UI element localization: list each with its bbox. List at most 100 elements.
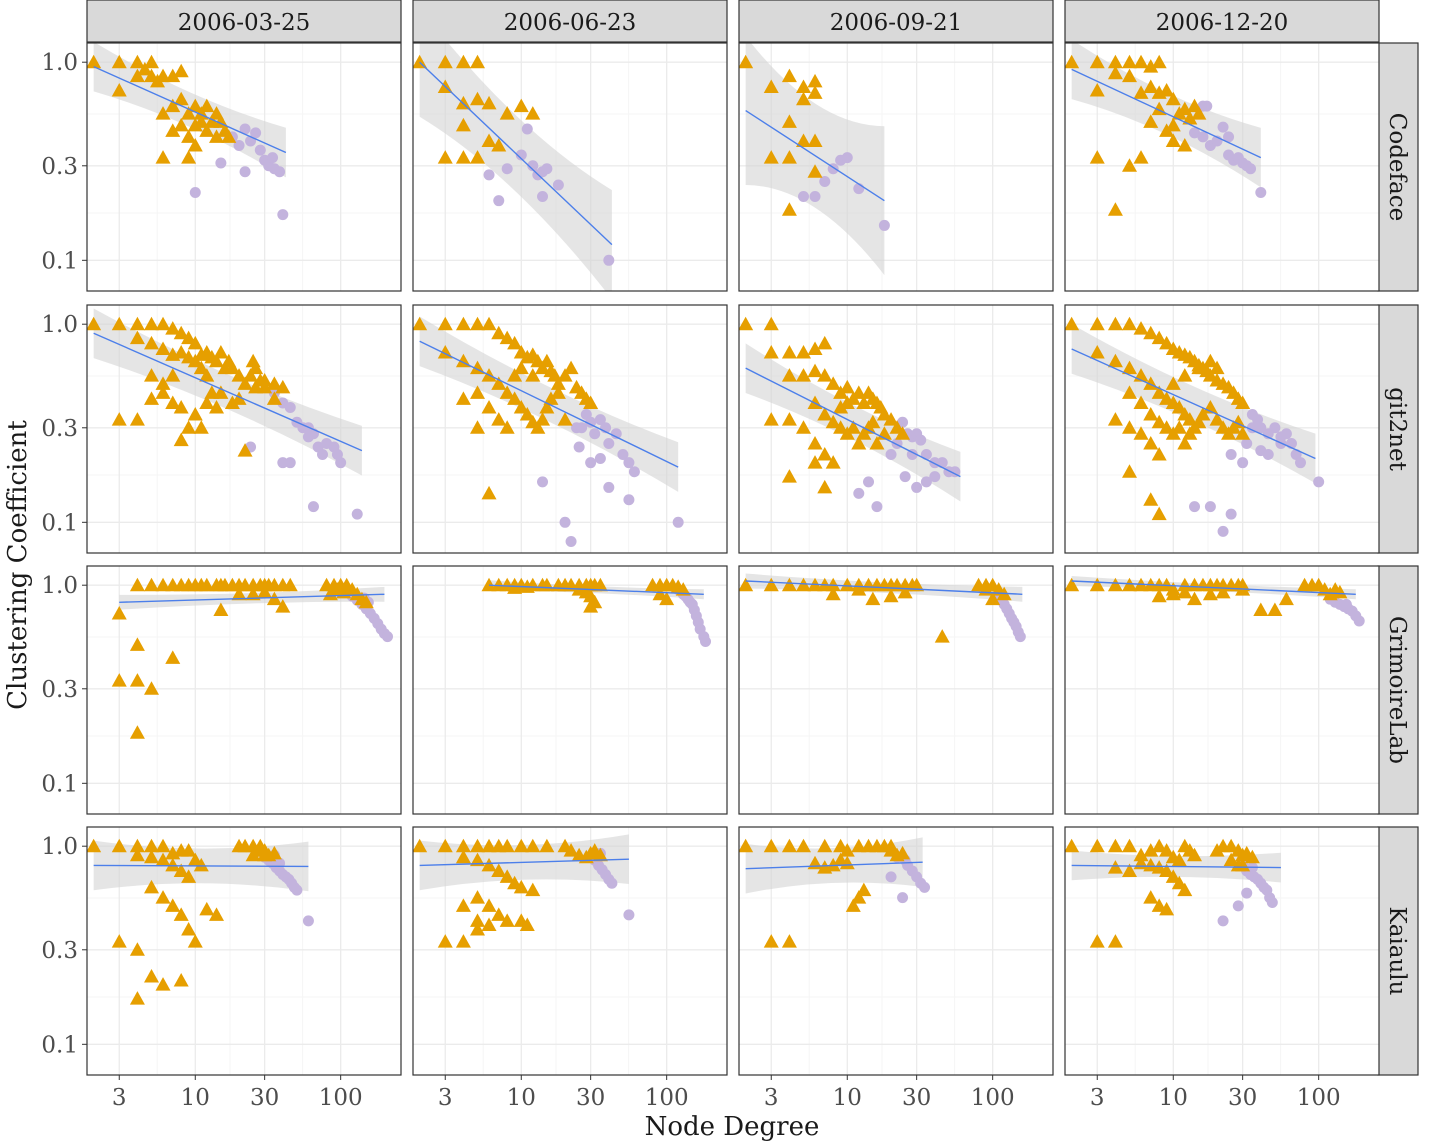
trend-line <box>93 332 363 452</box>
data-point-triangle <box>817 838 833 853</box>
data-point-triangle <box>1165 869 1181 883</box>
data-point-triangle <box>825 414 841 429</box>
data-point-triangle <box>1159 335 1175 350</box>
data-point-triangle <box>1165 91 1181 106</box>
panel-frame <box>412 304 728 554</box>
data-point-triangle <box>165 857 181 872</box>
data-point-triangle <box>455 54 471 69</box>
data-point-circle <box>351 508 363 520</box>
data-point-triangle <box>470 150 486 164</box>
data-point-triangle <box>807 363 823 378</box>
data-point-triangle <box>1209 360 1225 375</box>
data-point-triangle <box>1235 857 1251 872</box>
row-strip <box>1377 42 1419 292</box>
data-point-triangle <box>845 898 861 912</box>
data-point-triangle <box>187 407 203 421</box>
data-point-triangle <box>507 391 523 405</box>
y-tick-label: 0.1 <box>41 771 78 797</box>
data-point-triangle <box>1202 586 1218 601</box>
data-point-triangle <box>1065 316 1080 331</box>
data-point-circle <box>700 635 712 647</box>
panel-background <box>413 566 727 814</box>
data-point-triangle <box>209 907 225 921</box>
data-point-triangle <box>1235 426 1251 440</box>
data-point-triangle <box>817 368 833 382</box>
data-point-triangle <box>1182 426 1198 440</box>
data-point-triangle <box>1089 82 1105 97</box>
data-point-circle <box>594 452 606 464</box>
data-point-triangle <box>322 586 338 601</box>
data-point-triangle <box>470 91 486 106</box>
data-point-triangle <box>1065 54 1080 69</box>
data-point-triangle <box>781 368 797 382</box>
data-point-triangle <box>1159 843 1175 857</box>
data-point-circle <box>1255 186 1267 198</box>
data-point-circle <box>1197 131 1209 143</box>
data-point-triangle <box>413 838 428 853</box>
trend-line <box>745 580 1023 595</box>
data-point-circle <box>565 536 577 548</box>
data-point-triangle <box>470 385 486 399</box>
data-point-triangle <box>839 843 855 857</box>
data-point-triangle <box>266 591 282 606</box>
data-point-circle <box>189 186 201 198</box>
data-point-triangle <box>550 376 566 390</box>
panel-GrimoireLab-2006-03-25 <box>86 565 402 815</box>
data-point-circle <box>911 481 923 493</box>
data-point-circle <box>527 160 539 172</box>
data-point-triangle <box>144 849 160 864</box>
data-point-circle <box>809 190 821 202</box>
data-point-triangle <box>213 385 229 399</box>
data-point-triangle <box>129 577 145 592</box>
data-point-triangle <box>1143 857 1159 872</box>
data-point-triangle <box>1209 412 1225 426</box>
data-point-circle <box>885 448 897 460</box>
panel-frame <box>1064 304 1380 554</box>
x-tick-label: 3 <box>764 1085 779 1111</box>
data-point-triangle <box>1089 316 1105 331</box>
data-point-triangle <box>455 849 471 864</box>
data-point-triangle <box>1187 591 1203 606</box>
data-point-triangle <box>129 330 145 345</box>
data-point-circle <box>1189 501 1201 513</box>
data-point-triangle <box>1223 852 1239 867</box>
data-point-triangle <box>1107 934 1123 948</box>
data-point-circle <box>929 471 941 483</box>
data-point-triangle <box>437 316 453 331</box>
data-point-triangle <box>652 586 668 601</box>
data-point-triangle <box>455 95 471 110</box>
x-tick-label: 100 <box>971 1085 1015 1111</box>
data-point-triangle <box>237 376 253 390</box>
y-tick-label: 1.0 <box>41 834 78 860</box>
data-point-circle <box>617 448 629 460</box>
data-point-triangle <box>739 838 754 853</box>
data-point-circle <box>291 884 303 896</box>
data-point-triangle <box>781 934 797 948</box>
data-point-triangle <box>165 98 181 113</box>
data-point-triangle <box>839 577 855 592</box>
x-tick-label: 10 <box>181 1085 210 1111</box>
data-point-triangle <box>155 977 171 991</box>
data-point-triangle <box>1177 584 1193 599</box>
trend-line <box>93 864 309 868</box>
panel-Codeface-2006-06-23 <box>412 42 728 292</box>
data-point-triangle <box>1122 863 1138 877</box>
column-strip-label: 2006-06-23 <box>504 10 637 36</box>
data-point-triangle <box>781 114 797 128</box>
data-point-triangle <box>557 412 573 426</box>
x-tick-label: 30 <box>902 1085 931 1111</box>
data-point-triangle <box>1332 584 1348 599</box>
x-tick-label: 10 <box>507 1085 536 1111</box>
data-point-triangle <box>193 857 209 872</box>
data-point-triangle <box>213 344 229 359</box>
data-point-triangle <box>213 602 229 616</box>
panel-frame <box>412 826 728 1076</box>
data-point-triangle <box>1151 838 1167 853</box>
trend-line <box>488 584 704 595</box>
data-point-circle <box>1225 508 1237 520</box>
data-point-triangle <box>1151 54 1167 69</box>
data-point-circle <box>1217 915 1229 927</box>
data-point-circle <box>919 881 931 893</box>
data-point-triangle <box>763 79 779 93</box>
data-point-circle <box>1237 457 1249 469</box>
